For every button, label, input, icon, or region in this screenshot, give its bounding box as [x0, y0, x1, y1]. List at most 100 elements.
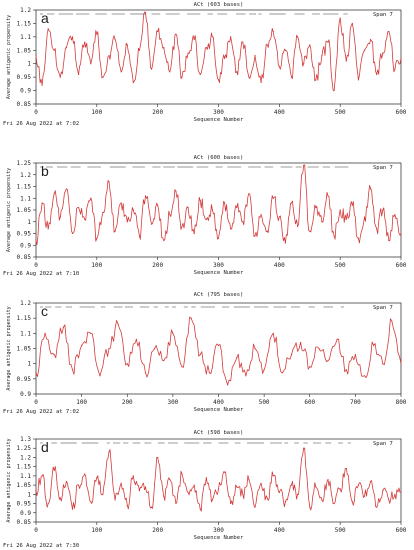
y-tick-label: 0.95 — [17, 74, 32, 81]
y-tick-label: 1.2 — [20, 300, 31, 307]
data-point — [175, 190, 177, 192]
data-point — [376, 73, 378, 76]
data-point — [248, 76, 250, 78]
data-point — [84, 41, 86, 43]
data-point — [138, 235, 141, 237]
y-tick-label: 1.15 — [17, 184, 32, 191]
antigenic-propensity-line — [35, 164, 402, 246]
antigenic-propensity-line — [35, 11, 402, 91]
data-point — [260, 482, 262, 484]
data-point — [400, 363, 402, 365]
data-point — [90, 63, 92, 65]
data-point — [169, 71, 171, 73]
data-point — [272, 332, 274, 334]
plot-footer: Fri 26 Aug 2022 at 7:30 — [3, 543, 79, 549]
data-point — [333, 235, 335, 237]
data-point — [90, 501, 92, 503]
data-point — [242, 41, 244, 43]
data-point — [99, 375, 101, 377]
data-point — [172, 332, 174, 334]
y-tick-label: 1.05 — [17, 47, 32, 54]
data-point — [120, 71, 122, 73]
y-tick-label: 1 — [27, 61, 31, 68]
x-axis-label: Sequence Number — [194, 270, 244, 276]
data-point — [211, 36, 214, 38]
data-point — [278, 65, 280, 67]
data-point — [345, 218, 347, 220]
data-point — [227, 384, 229, 386]
data-point — [290, 484, 293, 486]
data-point — [102, 211, 104, 213]
data-point — [41, 475, 43, 477]
data-point — [333, 502, 335, 505]
data-point — [351, 204, 353, 206]
x-tick-label: 600 — [396, 527, 407, 534]
data-point — [254, 347, 256, 350]
plot-footer: Fri 26 Aug 2022 at 7:02 — [3, 409, 79, 415]
x-tick-label: 100 — [91, 527, 102, 534]
data-point — [126, 363, 128, 365]
data-point — [59, 216, 61, 218]
data-point — [315, 486, 317, 488]
plot-frame — [35, 302, 402, 395]
y-axis-label: Average antigenic propensity — [6, 438, 12, 522]
y-tick-label: 0.85 — [17, 519, 32, 526]
data-point — [181, 225, 183, 228]
x-tick-label: 200 — [152, 262, 163, 269]
data-point — [157, 30, 159, 33]
data-point — [41, 202, 43, 204]
data-point — [71, 232, 74, 235]
x-tick-label: 400 — [213, 399, 224, 406]
data-point — [309, 366, 311, 368]
y-tick-label: 1.1 — [20, 330, 31, 337]
y-tick-label: 1.2 — [20, 454, 31, 461]
y-tick-label: 1.3 — [20, 436, 31, 443]
data-point — [154, 347, 156, 350]
data-point — [144, 12, 147, 14]
data-point — [157, 456, 159, 459]
data-point — [260, 214, 262, 216]
data-point — [278, 216, 280, 218]
y-tick-label: 1.15 — [17, 20, 32, 27]
data-point — [345, 467, 347, 470]
data-point — [321, 55, 323, 57]
data-point — [199, 353, 201, 356]
data-point — [327, 41, 329, 43]
data-point — [217, 79, 220, 81]
x-tick-label: 0 — [34, 262, 38, 269]
data-point — [394, 214, 396, 216]
y-tick-label: 1.05 — [17, 482, 32, 489]
data-point — [65, 480, 68, 483]
data-point — [321, 499, 323, 501]
span-label: Span 7 — [373, 441, 393, 447]
panel-letter: c — [41, 303, 48, 319]
data-point — [248, 478, 250, 481]
y-tick-label: 1.1 — [20, 473, 31, 480]
data-point — [284, 49, 287, 51]
data-point — [245, 375, 247, 377]
data-point — [120, 482, 122, 484]
data-point — [44, 332, 46, 334]
data-point — [272, 30, 274, 33]
data-point — [59, 497, 61, 499]
x-axis-label: Sequence Number — [194, 535, 244, 541]
data-point — [327, 195, 329, 197]
data-point — [47, 28, 49, 30]
data-point — [400, 57, 402, 59]
panel-letter: d — [41, 439, 49, 455]
data-point — [117, 323, 119, 325]
y-tick-label: 1.1 — [20, 195, 31, 202]
data-point — [272, 475, 274, 477]
data-point — [388, 239, 390, 242]
x-tick-label: 200 — [152, 527, 163, 534]
data-point — [223, 471, 226, 473]
data-point — [199, 73, 201, 76]
y-axis-label: Average antigenic propensity — [6, 306, 12, 390]
data-point — [242, 221, 244, 223]
data-point — [65, 188, 68, 190]
span-label: Span 7 — [373, 305, 393, 311]
data-point — [35, 55, 37, 57]
data-point — [266, 497, 268, 499]
plot-footer: Fri 26 Aug 2022 at 7:10 — [3, 271, 79, 277]
